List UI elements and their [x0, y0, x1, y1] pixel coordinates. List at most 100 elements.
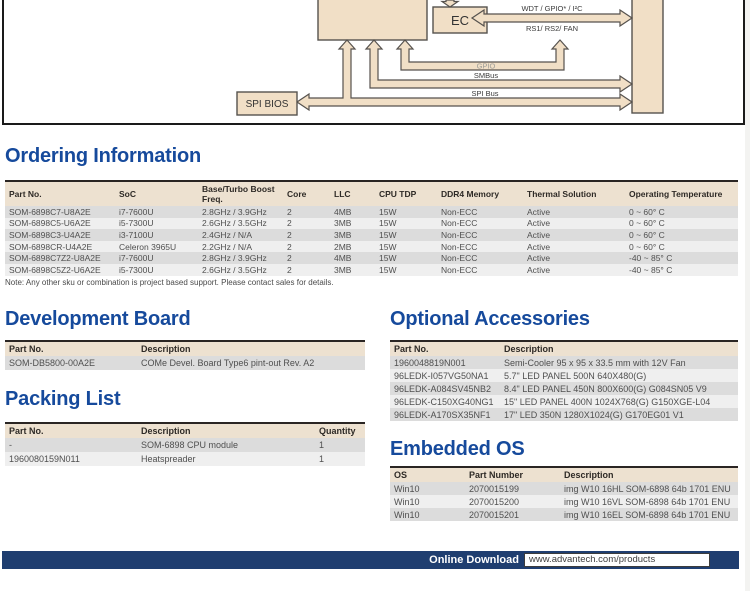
- table-cell: i5-7300U: [115, 217, 198, 230]
- table-cell: 15" LED PANEL 400N 1024X768(G) G150XGE-L…: [500, 395, 738, 408]
- table-cell: Active: [523, 252, 625, 264]
- chipset-box: [317, 0, 428, 41]
- table-cell: 8.4" LED PANEL 450N 800X600(G) G084SN05 …: [500, 382, 738, 395]
- table-body: - SOM-6898 CPU module 1 1960080159N011 Heats…: [5, 438, 365, 466]
- table-cell: Active: [523, 206, 625, 218]
- column-header: SoC: [115, 180, 198, 206]
- table-body: Win10 2070015199 img W10 16HL SOM-6898 64b…: [390, 482, 738, 521]
- table-cell: i5-7300U: [115, 263, 198, 276]
- table-cell: Non-ECC: [437, 240, 523, 253]
- column-header: Thermal Solution: [523, 180, 625, 206]
- table-cell: Semi-Cooler 95 x 95 x 33.5 mm with 12V F…: [500, 356, 738, 369]
- table-row: Win10 2070015200 img W10 16VL SOM-6898 64b…: [390, 495, 738, 508]
- embedded-os-table: OS Part Number Description Win10 2070015199…: [390, 466, 738, 521]
- connector-bar: [631, 0, 664, 114]
- smbus-arrow: [364, 39, 634, 94]
- column-header: CPU TDP: [375, 180, 437, 206]
- table-cell: 0 ~ 60° C: [625, 240, 738, 253]
- table-cell: 15W: [375, 206, 437, 218]
- table-row: - SOM-6898 CPU module 1: [5, 438, 365, 452]
- column-header: Core: [283, 180, 330, 206]
- table-row: Win10 2070015201 img W10 16EL SOM-6898 64b…: [390, 508, 738, 521]
- table-cell: 15W: [375, 263, 437, 276]
- table-cell: 96LEDK-I057VG50NA1: [390, 369, 500, 382]
- column-header: Description: [137, 340, 365, 356]
- column-header: DDR4 Memory: [437, 180, 523, 206]
- table-cell: Celeron 3965U: [115, 240, 198, 253]
- table-cell: 0 ~ 60° C: [625, 217, 738, 230]
- ec-top-arrow: [440, 0, 460, 8]
- column-header: Base/Turbo Boost Freq.: [198, 180, 283, 206]
- table-cell: Win10: [390, 495, 465, 508]
- table-body: SOM-DB5800-00A2E COMe Devel. Board Type6 …: [5, 356, 365, 370]
- table-cell: 2: [283, 240, 330, 253]
- table-cell: SOM-6898C5-U6A2E: [5, 217, 115, 230]
- table-cell: 96LEDK-A170SX35NF1: [390, 408, 500, 421]
- table-cell: SOM-6898 CPU module: [137, 438, 315, 452]
- table-cell: 96LEDK-A084SV45NB2: [390, 382, 500, 395]
- table-cell: Win10: [390, 508, 465, 521]
- table-row: 1960048819N001 Semi-Cooler 95 x 95 x 33.5…: [390, 356, 738, 369]
- table-row: SOM-6898C7Z2-U8A2E i7-7600U 2.8GHz / 3.9GH…: [5, 252, 738, 264]
- wdt-gpio-i2c-label: WDT / GPIO* / I²C: [521, 4, 583, 13]
- development-board-table: Part No. Description SOM-DB5800-00A2E COMe…: [5, 340, 365, 370]
- online-download-label: Online Download: [429, 554, 519, 566]
- table-row: 96LEDK-A084SV45NB2 8.4" LED PANEL 450N 80…: [390, 382, 738, 395]
- table-cell: img W10 16EL SOM-6898 64b 1701 ENU: [560, 508, 738, 521]
- table-cell: 2070015201: [465, 508, 560, 521]
- table-cell: SOM-6898C7Z2-U8A2E: [5, 252, 115, 264]
- ordering-note: Note: Any other sku or combination is pr…: [5, 278, 334, 287]
- table-cell: Non-ECC: [437, 206, 523, 218]
- column-header: Description: [560, 466, 738, 482]
- header-row: Part No. SoC Base/Turbo Boost Freq. Core LLC…: [5, 180, 738, 206]
- table-row: SOM-6898C5Z2-U6A2E i5-7300U 2.6GHz / 3.5GH…: [5, 263, 738, 276]
- table-cell: 2.6GHz / 3.5GHz: [198, 217, 283, 230]
- table-cell: i3-7100U: [115, 229, 198, 241]
- block-diagram: EC WDT / GPIO* / I²C RS1/ RS2/ FAN GPIO …: [236, 0, 664, 116]
- table-header: Part No. SoC Base/Turbo Boost Freq. Core LLC…: [5, 180, 738, 206]
- embedded-os-title: Embedded OS: [390, 438, 525, 460]
- table-cell: 1960048819N001: [390, 356, 500, 369]
- table-cell: Heatspreader: [137, 452, 315, 466]
- table-cell: img W10 16VL SOM-6898 64b 1701 ENU: [560, 495, 738, 508]
- table-cell: 2.4GHz / N/A: [198, 229, 283, 241]
- table-row: 96LEDK-C150XG40NG1 15" LED PANEL 400N 102…: [390, 395, 738, 408]
- ec-label: EC: [451, 13, 469, 28]
- table-cell: Win10: [390, 482, 465, 495]
- table-cell: 2070015199: [465, 482, 560, 495]
- optional-accessories-title: Optional Accessories: [390, 308, 590, 330]
- ordering-information-title: Ordering Information: [5, 145, 202, 167]
- table-cell: 15W: [375, 229, 437, 241]
- table-cell: i7-7600U: [115, 206, 198, 218]
- table-header: Part No. Description: [5, 340, 365, 356]
- smbus-label: SMBus: [474, 71, 498, 80]
- header-row: OS Part Number Description: [390, 466, 738, 482]
- table-cell: -40 ~ 85° C: [625, 252, 738, 264]
- table-cell: SOM-6898C5Z2-U6A2E: [5, 263, 115, 276]
- online-download-bar: Online Download www.advantech.com/produc…: [2, 551, 739, 569]
- table-cell: 15W: [375, 217, 437, 230]
- column-header: Description: [137, 422, 315, 438]
- table-cell: Active: [523, 229, 625, 241]
- header-row: Part No. Description: [5, 340, 365, 356]
- table-cell: SOM-6898CR-U4A2E: [5, 240, 115, 253]
- column-header: Part No.: [5, 180, 115, 206]
- table-row: SOM-6898C7-U8A2E i7-7600U 2.8GHz / 3.9GHz 2…: [5, 206, 738, 218]
- table-cell: 0 ~ 60° C: [625, 206, 738, 218]
- column-header: OS: [390, 466, 465, 482]
- table-row: Win10 2070015199 img W10 16HL SOM-6898 64b…: [390, 482, 738, 495]
- table-cell: 2.8GHz / 3.9GHz: [198, 206, 283, 218]
- table-cell: Non-ECC: [437, 229, 523, 241]
- packing-list-title: Packing List: [5, 388, 121, 410]
- spi-bios-label: SPI BIOS: [246, 99, 289, 110]
- column-header: Part No.: [5, 422, 137, 438]
- rs-fan-label: RS1/ RS2/ FAN: [526, 24, 578, 33]
- table-cell: 15W: [375, 252, 437, 264]
- table-cell: i7-7600U: [115, 252, 198, 264]
- download-url: www.advantech.com/products: [524, 553, 710, 567]
- table-cell: 5.7" LED PANEL 500N 640X480(G): [500, 369, 738, 382]
- optional-accessories-table: Part No. Description 1960048819N001 Semi-C…: [390, 340, 738, 421]
- wdt-arrow: [470, 8, 634, 28]
- table-cell: Active: [523, 217, 625, 230]
